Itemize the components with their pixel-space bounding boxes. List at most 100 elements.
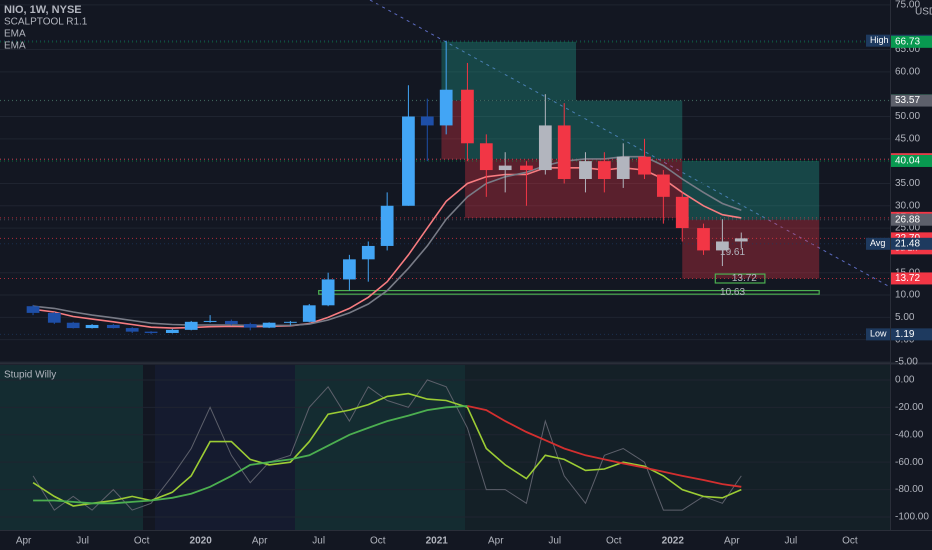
oscillator-zone bbox=[295, 365, 465, 530]
candle-body bbox=[243, 324, 257, 328]
candle-body bbox=[302, 305, 316, 322]
price-marker bbox=[891, 154, 932, 167]
x-tick-label: 2022 bbox=[662, 536, 685, 547]
price-marker bbox=[891, 94, 932, 107]
x-tick-label: 2021 bbox=[426, 536, 449, 547]
price-marker-title-box bbox=[866, 237, 890, 250]
legend-entry: EMA bbox=[4, 41, 26, 52]
price-marker bbox=[891, 272, 932, 285]
currency: USD bbox=[915, 7, 932, 18]
y-tick-label: 30.00 bbox=[895, 200, 920, 211]
candle-body bbox=[520, 165, 533, 171]
candle-body bbox=[26, 306, 40, 313]
y-tick-label: 0.00 bbox=[895, 375, 915, 386]
candle-body bbox=[85, 324, 99, 329]
candle-body bbox=[144, 331, 158, 333]
price-marker-label: 53.57 bbox=[895, 95, 920, 106]
y-tick-label: 35.00 bbox=[895, 178, 920, 189]
candle-body bbox=[321, 279, 335, 306]
candle-body bbox=[638, 156, 651, 175]
candle-body bbox=[716, 241, 729, 251]
candle-body bbox=[675, 196, 689, 229]
candle-body bbox=[579, 161, 592, 179]
series-line bbox=[467, 405, 742, 488]
price-marker bbox=[891, 213, 932, 226]
position-zone bbox=[465, 100, 683, 160]
price-marker-label: 13.72 bbox=[895, 273, 920, 284]
candle-body bbox=[361, 245, 375, 260]
y-tick-label: 65.00 bbox=[895, 44, 920, 55]
chart-title: NIO, 1W, NYSE bbox=[4, 4, 82, 16]
candle-body bbox=[597, 161, 611, 179]
marks: 19.61 13.72 10.63 bbox=[0, 4, 890, 518]
annotation: 10.63 bbox=[720, 287, 745, 298]
price-marker-title: Low bbox=[870, 329, 887, 339]
x-tick-label: Apr bbox=[488, 536, 504, 547]
price-marker-title: High bbox=[870, 35, 889, 45]
oscillator-title: Stupid Willy bbox=[4, 370, 56, 381]
price-marker-label: 1.19 bbox=[895, 329, 915, 340]
y-tick-label: 10.00 bbox=[895, 290, 920, 301]
x-tick-label: Jul bbox=[76, 536, 89, 547]
y-tick-label: 45.00 bbox=[895, 133, 920, 144]
candle-body bbox=[439, 89, 453, 126]
candle-body bbox=[165, 329, 179, 333]
y-tick-label: -20.00 bbox=[895, 402, 924, 413]
y-tick-label: 50.00 bbox=[895, 111, 920, 122]
y-tick-label: -5.00 bbox=[895, 357, 918, 368]
price-marker bbox=[891, 328, 932, 341]
candle-body bbox=[47, 312, 61, 323]
candle-body bbox=[479, 143, 493, 171]
price-marker bbox=[891, 35, 932, 48]
oscillator-zone bbox=[155, 365, 295, 530]
candle-body bbox=[557, 125, 571, 179]
y-tick-label: 60.00 bbox=[895, 67, 920, 78]
candle-body bbox=[343, 259, 356, 280]
candle-body bbox=[461, 89, 474, 144]
y-tick-label: 25.00 bbox=[895, 223, 920, 234]
x-tick-label: 2020 bbox=[190, 536, 213, 547]
candle-body bbox=[262, 322, 276, 328]
candle-body bbox=[616, 156, 630, 179]
x-tick-label: Apr bbox=[252, 536, 268, 547]
price-marker-label: 66.73 bbox=[895, 36, 920, 47]
x-tick-label: Jul bbox=[548, 536, 561, 547]
price-marker-title: Avg bbox=[870, 238, 885, 248]
x-tick-label: Oct bbox=[606, 536, 622, 547]
candle-body bbox=[106, 324, 120, 329]
y-tick-label: -40.00 bbox=[895, 429, 924, 440]
candle-body bbox=[184, 321, 198, 330]
annotation: 13.72 bbox=[732, 273, 757, 284]
candle-body bbox=[203, 320, 217, 322]
candle-body bbox=[125, 328, 139, 332]
candle-body bbox=[283, 321, 297, 323]
x-tick-label: Jul bbox=[312, 536, 325, 547]
candle-body bbox=[66, 322, 80, 329]
price-marker-label: 21.48 bbox=[895, 238, 920, 249]
candle-body bbox=[656, 174, 670, 197]
price-marker-title-box bbox=[866, 34, 890, 47]
candle-body bbox=[734, 238, 748, 242]
y-tick-label: -80.00 bbox=[895, 484, 924, 495]
candle-body bbox=[380, 205, 394, 246]
candle-body bbox=[538, 125, 552, 171]
series-line bbox=[33, 405, 468, 505]
candle-body bbox=[402, 116, 415, 206]
x-tick-label: Oct bbox=[370, 536, 386, 547]
x-tick-label: Oct bbox=[134, 536, 150, 547]
position-zone bbox=[682, 160, 820, 220]
series-line bbox=[32, 379, 742, 511]
price-marker-label: 40.04 bbox=[895, 156, 920, 167]
oscillator-zone bbox=[465, 365, 890, 530]
legend-entry: EMA bbox=[4, 29, 26, 40]
y-tick-label: 75.00 bbox=[895, 0, 920, 11]
trend-line bbox=[369, 0, 891, 288]
price-marker-title-box bbox=[866, 328, 890, 341]
indicator-label: SCALPTOOL R1.1 bbox=[4, 17, 88, 28]
price-marker-label: 26.88 bbox=[895, 214, 920, 225]
price-marker bbox=[891, 237, 932, 250]
x-tick-label: Apr bbox=[724, 536, 740, 547]
x-tick-label: Apr bbox=[16, 536, 32, 547]
x-tick-label: Jul bbox=[784, 536, 797, 547]
